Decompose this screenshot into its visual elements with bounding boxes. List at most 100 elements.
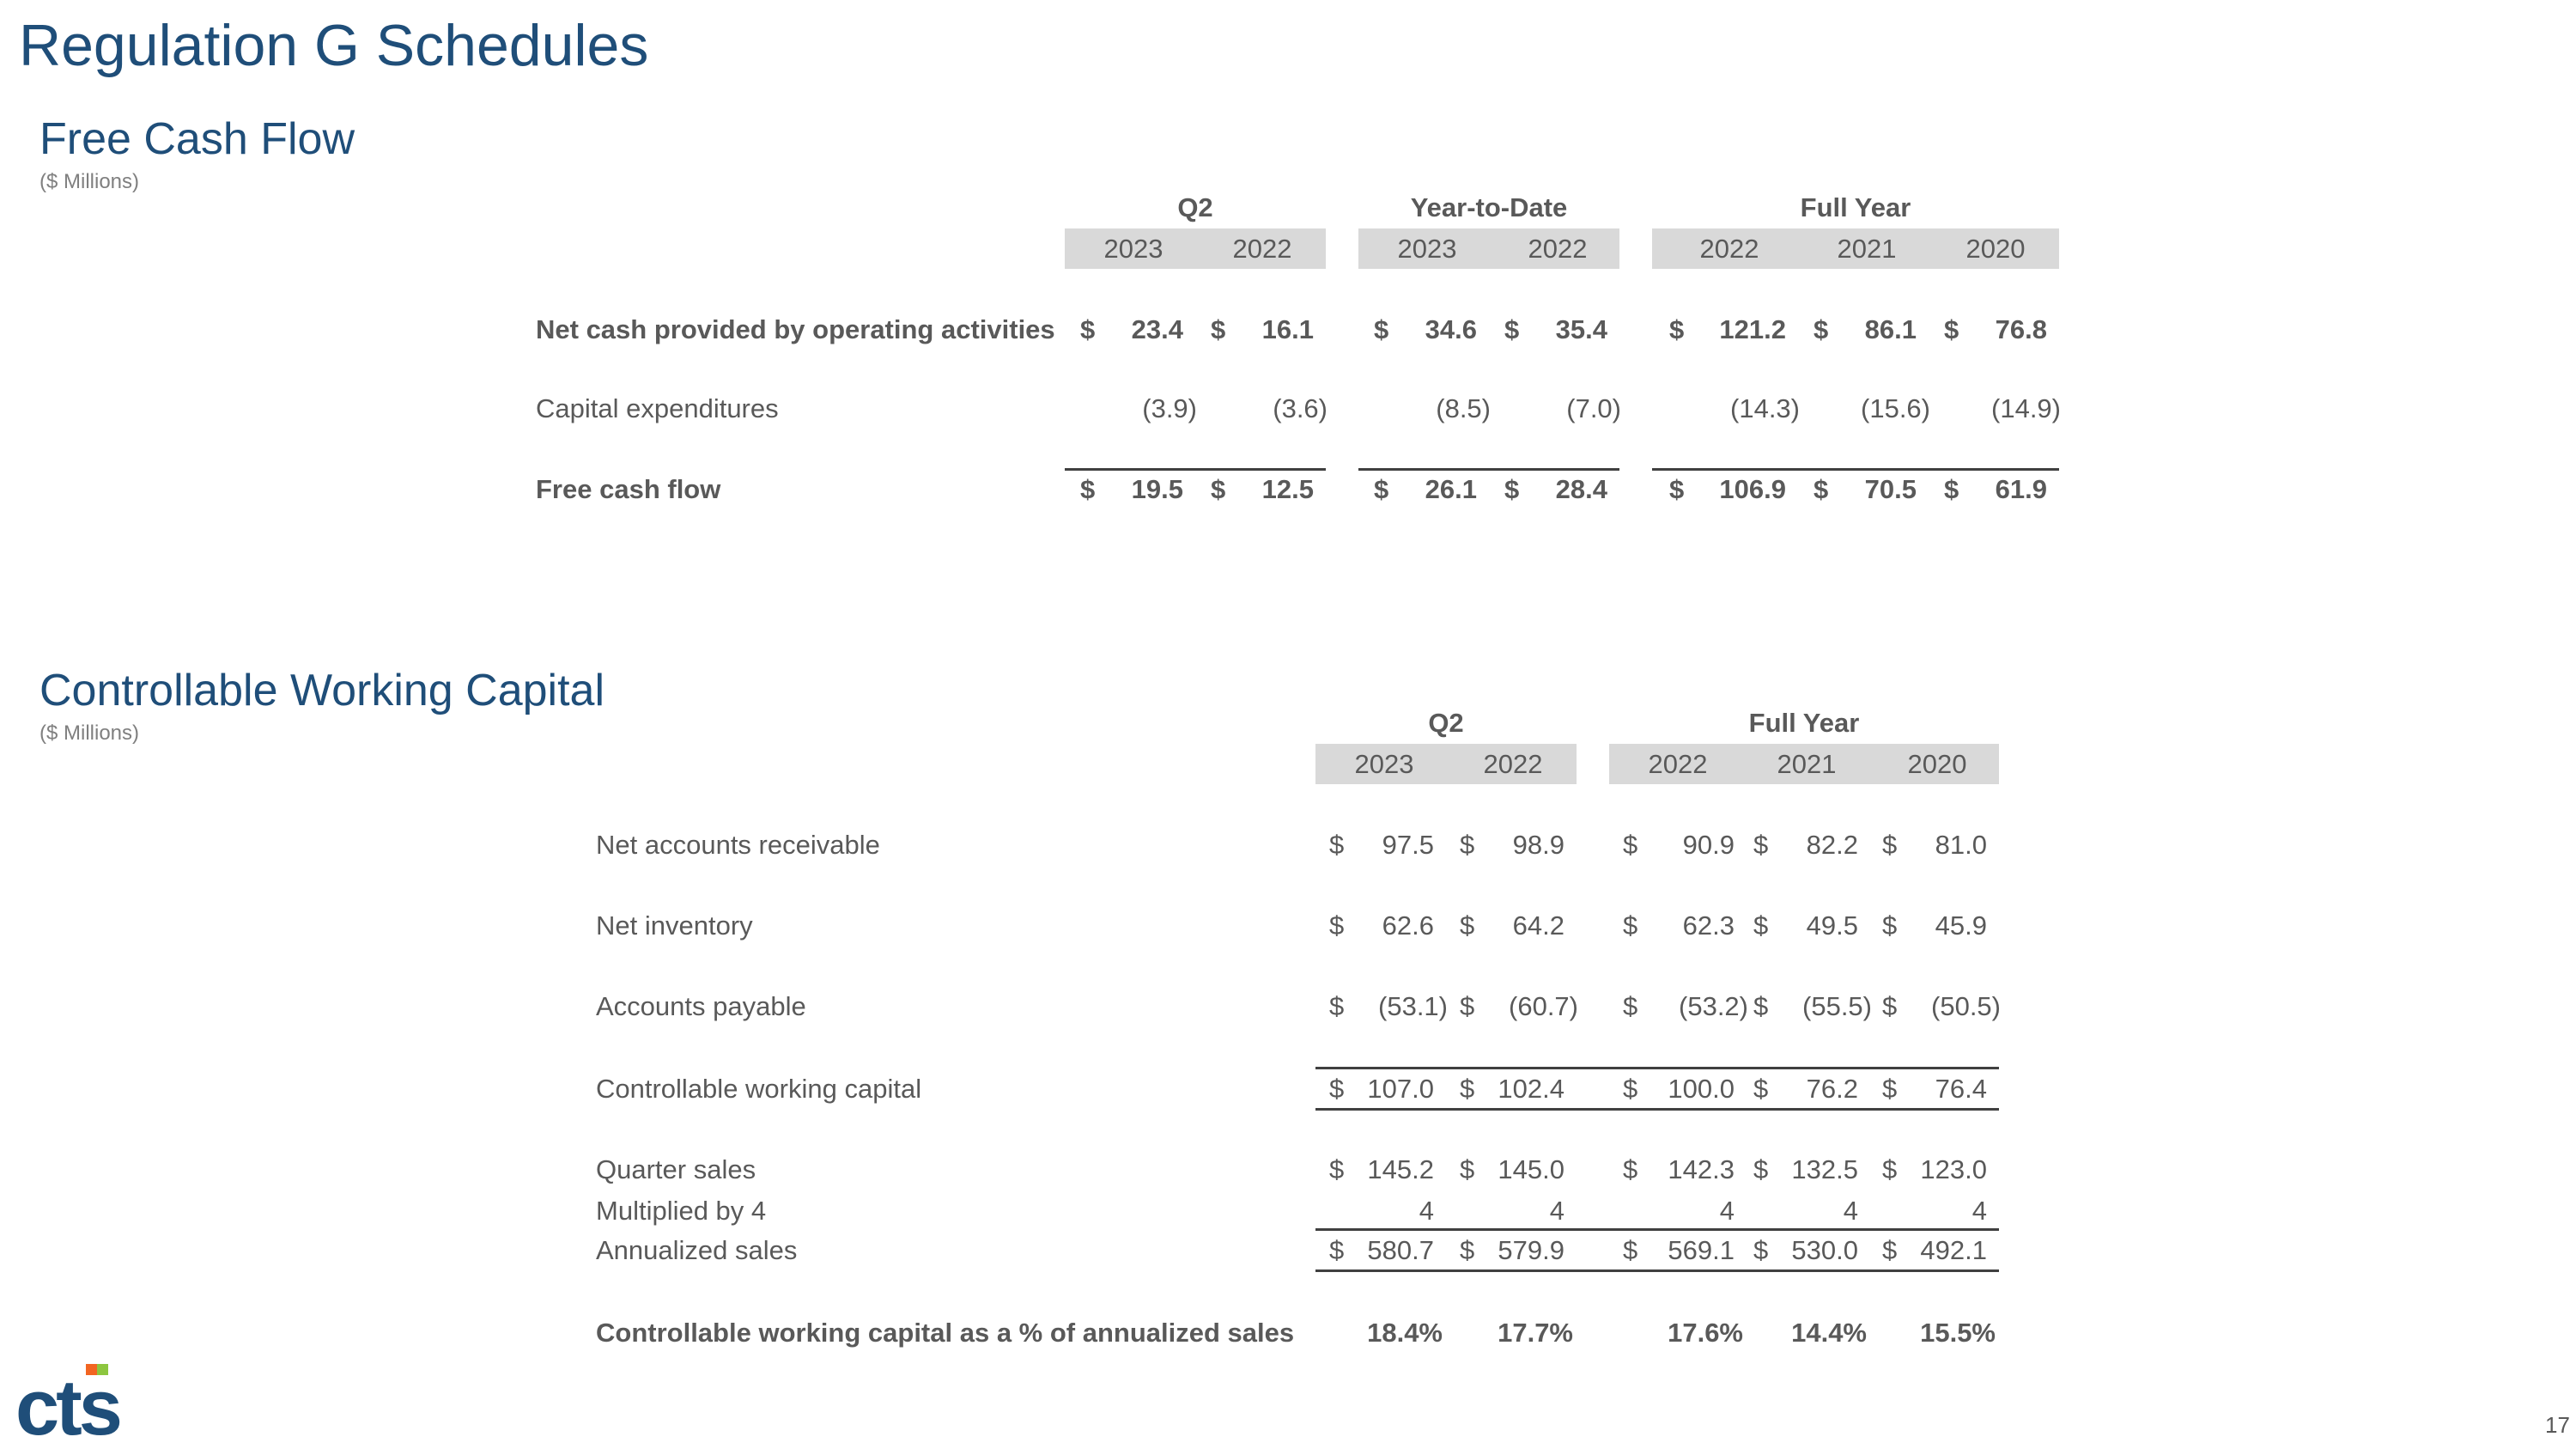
cwc-row-label: Controllable working capital bbox=[596, 1074, 922, 1104]
currency-symbol: $ bbox=[1944, 474, 1959, 504]
fcf-header-band bbox=[1358, 228, 1619, 269]
cwc-cell: 4 bbox=[1419, 1196, 1434, 1226]
fcf-total-rule bbox=[1065, 468, 1326, 471]
cwc-cell: (53.1) bbox=[1378, 991, 1448, 1021]
cwc-year-header: 2022 bbox=[1483, 749, 1543, 779]
currency-symbol: $ bbox=[1623, 991, 1638, 1021]
cwc-cell: 579.9 bbox=[1498, 1235, 1564, 1265]
currency-symbol: $ bbox=[1460, 910, 1475, 941]
fcf-cell: 26.1 bbox=[1425, 474, 1477, 504]
currency-symbol: $ bbox=[1080, 314, 1096, 344]
currency-symbol: $ bbox=[1460, 1235, 1475, 1265]
fcf-cell: 35.4 bbox=[1555, 314, 1607, 344]
cwc-cell: 132.5 bbox=[1791, 1154, 1858, 1184]
currency-symbol: $ bbox=[1329, 1235, 1345, 1265]
cwc-cell: 569.1 bbox=[1668, 1235, 1735, 1265]
currency-symbol: $ bbox=[1882, 1074, 1898, 1104]
cwc-cell: (60.7) bbox=[1509, 991, 1578, 1021]
cwc-cell: 17.6% bbox=[1668, 1318, 1743, 1348]
fcf-year-header: 2022 bbox=[1699, 234, 1759, 264]
cwc-cell: 62.6 bbox=[1382, 910, 1434, 941]
currency-symbol: $ bbox=[1329, 830, 1345, 860]
fcf-header-band bbox=[1652, 228, 2059, 269]
currency-symbol: $ bbox=[1504, 314, 1520, 344]
cwc-cell: 123.0 bbox=[1920, 1154, 1987, 1184]
currency-symbol: $ bbox=[1669, 474, 1685, 504]
cwc-group-header: Q2 bbox=[1428, 708, 1464, 738]
currency-symbol: $ bbox=[1460, 830, 1475, 860]
cwc-row-label: Controllable working capital as a % of a… bbox=[596, 1318, 1295, 1348]
cwc-cell: 4 bbox=[1719, 1196, 1735, 1226]
cwc-cell: (50.5) bbox=[1931, 991, 2001, 1021]
cwc-cell: 62.3 bbox=[1682, 910, 1735, 941]
cwc-row-label: Accounts payable bbox=[596, 991, 806, 1021]
fcf-row-label: Free cash flow bbox=[536, 474, 721, 504]
currency-symbol: $ bbox=[1669, 314, 1685, 344]
page-number: 17 bbox=[2545, 1412, 2570, 1438]
fcf-cell: 34.6 bbox=[1425, 314, 1477, 344]
cwc-cell: 100.0 bbox=[1668, 1074, 1735, 1104]
currency-symbol: $ bbox=[1882, 991, 1898, 1021]
currency-symbol: $ bbox=[1504, 474, 1520, 504]
currency-symbol: $ bbox=[1329, 1154, 1345, 1184]
currency-symbol: $ bbox=[1623, 1235, 1638, 1265]
cwc-cell: (55.5) bbox=[1802, 991, 1872, 1021]
currency-symbol: $ bbox=[1080, 474, 1096, 504]
cwc-cell: 76.2 bbox=[1806, 1074, 1858, 1104]
currency-symbol: $ bbox=[1753, 830, 1769, 860]
cwc-cell: 14.4% bbox=[1791, 1318, 1867, 1348]
cwc-cell: 76.4 bbox=[1935, 1074, 1987, 1104]
currency-symbol: $ bbox=[1623, 1074, 1638, 1104]
currency-symbol: $ bbox=[1882, 910, 1898, 941]
cwc-cell: 45.9 bbox=[1935, 910, 1987, 941]
fcf-cell: (14.9) bbox=[1991, 393, 2061, 423]
cwc-rule bbox=[1315, 1228, 1999, 1231]
fcf-section-title: Free Cash Flow bbox=[39, 114, 355, 164]
currency-symbol: $ bbox=[1882, 1235, 1898, 1265]
currency-symbol: $ bbox=[1623, 830, 1638, 860]
fcf-cell: (7.0) bbox=[1566, 393, 1621, 423]
cwc-cell: (53.2) bbox=[1679, 991, 1748, 1021]
currency-symbol: $ bbox=[1460, 1074, 1475, 1104]
fcf-row-label: Capital expenditures bbox=[536, 393, 779, 423]
cwc-cell: 17.7% bbox=[1498, 1318, 1573, 1348]
cwc-year-header: 2022 bbox=[1648, 749, 1708, 779]
cwc-cell: 492.1 bbox=[1920, 1235, 1987, 1265]
cwc-row-label: Multiplied by 4 bbox=[596, 1196, 767, 1226]
currency-symbol: $ bbox=[1882, 1154, 1898, 1184]
cts-logo: cts bbox=[14, 1355, 160, 1449]
currency-symbol: $ bbox=[1882, 830, 1898, 860]
cwc-cell: 102.4 bbox=[1498, 1074, 1564, 1104]
fcf-header-band bbox=[1065, 228, 1326, 269]
cwc-year-header: 2023 bbox=[1354, 749, 1414, 779]
currency-symbol: $ bbox=[1753, 1154, 1769, 1184]
cwc-group-header: Full Year bbox=[1748, 708, 1860, 738]
cwc-cell: 145.2 bbox=[1367, 1154, 1434, 1184]
currency-symbol: $ bbox=[1753, 1235, 1769, 1265]
fcf-group-header: Full Year bbox=[1800, 192, 1911, 222]
currency-symbol: $ bbox=[1329, 910, 1345, 941]
fcf-year-header: 2020 bbox=[1965, 234, 2026, 264]
cwc-header-band bbox=[1315, 744, 1577, 784]
currency-symbol: $ bbox=[1753, 991, 1769, 1021]
currency-symbol: $ bbox=[1814, 474, 1829, 504]
cwc-header-band bbox=[1609, 744, 1999, 784]
cwc-cell: 530.0 bbox=[1791, 1235, 1858, 1265]
currency-symbol: $ bbox=[1460, 1154, 1475, 1184]
fcf-cell: 76.8 bbox=[1995, 314, 2047, 344]
cwc-year-header: 2021 bbox=[1777, 749, 1837, 779]
fcf-year-header: 2023 bbox=[1397, 234, 1457, 264]
cwc-cell: 64.2 bbox=[1512, 910, 1564, 941]
fcf-year-header: 2023 bbox=[1103, 234, 1163, 264]
cwc-cell: 107.0 bbox=[1367, 1074, 1434, 1104]
currency-symbol: $ bbox=[1374, 314, 1389, 344]
cwc-cell: 82.2 bbox=[1806, 830, 1858, 860]
cwc-section-title: Controllable Working Capital bbox=[39, 666, 605, 715]
cwc-row-label: Net accounts receivable bbox=[596, 830, 880, 860]
fcf-cell: 70.5 bbox=[1864, 474, 1917, 504]
currency-symbol: $ bbox=[1329, 1074, 1345, 1104]
fcf-cell: (3.9) bbox=[1142, 393, 1197, 423]
cwc-cell: 15.5% bbox=[1920, 1318, 1996, 1348]
fcf-total-rule bbox=[1652, 468, 2059, 471]
currency-symbol: $ bbox=[1374, 474, 1389, 504]
